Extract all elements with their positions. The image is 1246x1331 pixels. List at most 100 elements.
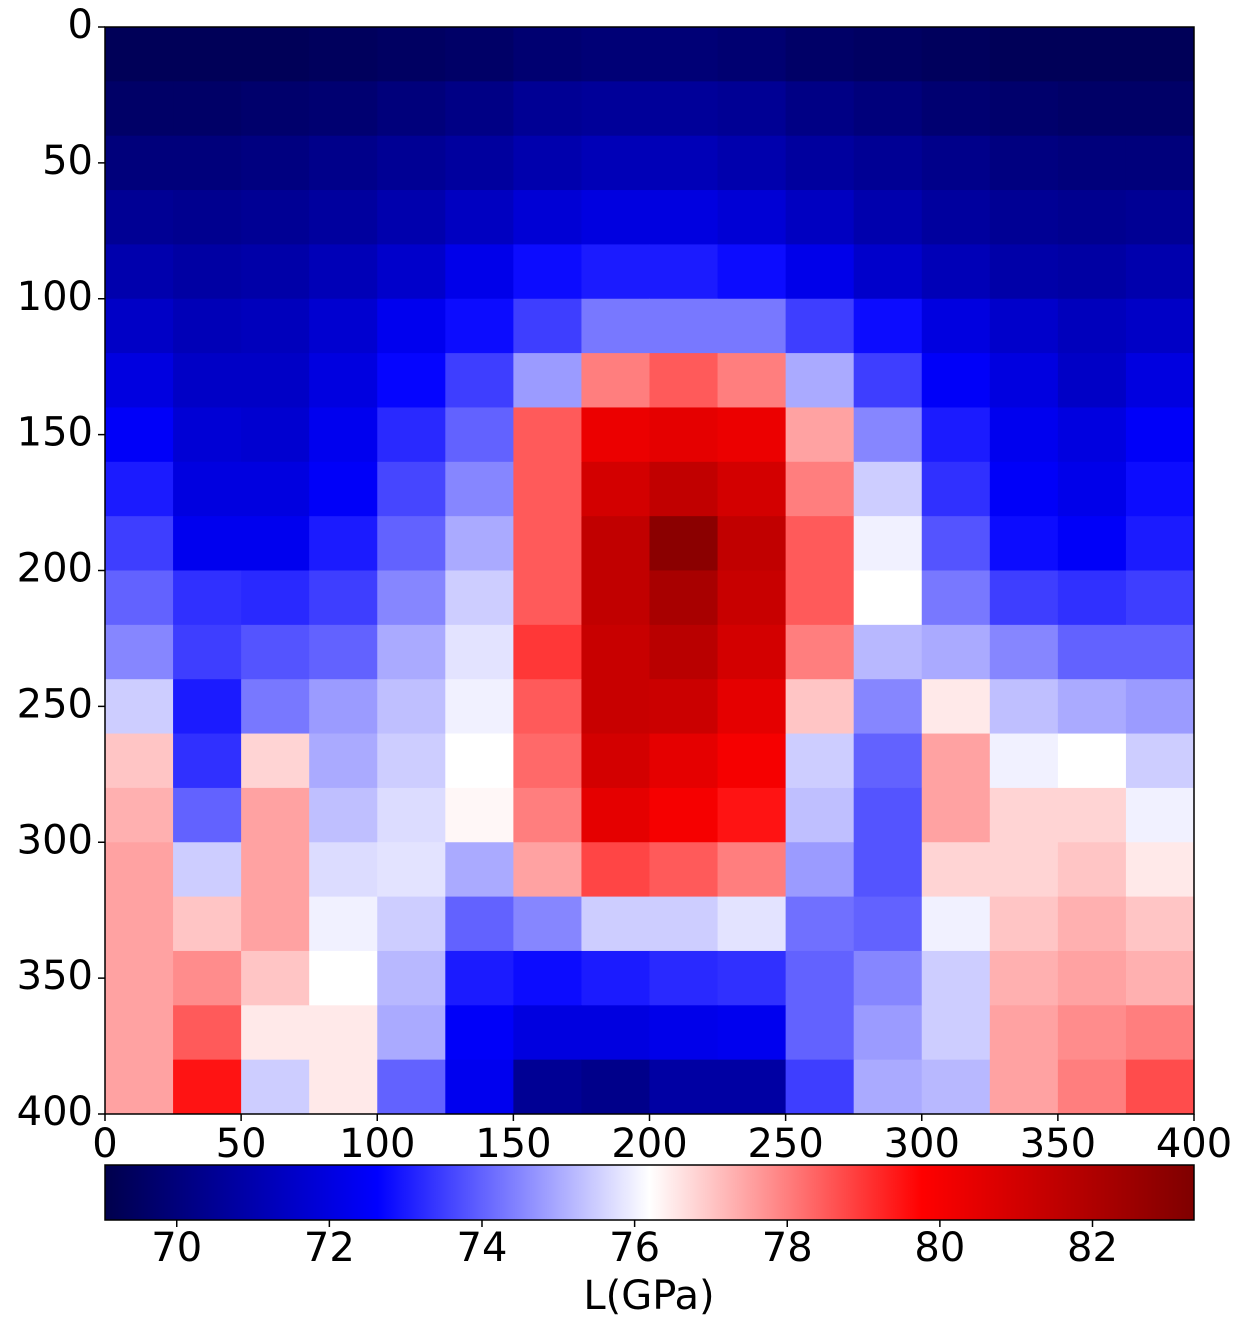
heatmap-cell: [1057, 624, 1127, 680]
heatmap-cell: [1057, 516, 1127, 571]
heatmap-cell: [105, 135, 174, 191]
heatmap-cell: [241, 244, 310, 300]
heatmap-cell: [445, 679, 514, 735]
x-tick-label: 400: [1156, 1121, 1232, 1167]
heatmap-cell: [853, 570, 923, 626]
heatmap-cell: [173, 461, 242, 517]
colorbar-tick-label: 80: [914, 1225, 965, 1271]
heatmap-cell: [649, 787, 719, 843]
heatmap-cell: [921, 407, 991, 463]
heatmap-cell: [581, 27, 650, 82]
heatmap-cell: [309, 407, 378, 463]
heatmap-cell: [989, 298, 1059, 354]
heatmap-cell: [717, 896, 787, 952]
heatmap-cell: [513, 787, 582, 843]
heatmap-cell: [1057, 461, 1127, 517]
heatmap-cell: [989, 1005, 1059, 1061]
heatmap-cell: [717, 298, 787, 354]
heatmap-cell: [989, 733, 1059, 789]
heatmap-cell: [513, 733, 582, 789]
heatmap-cell: [173, 298, 242, 354]
heatmap-cell: [989, 461, 1059, 517]
heatmap-cell: [717, 570, 787, 626]
heatmap: [105, 27, 1195, 1115]
heatmap-cell: [853, 135, 923, 191]
heatmap-cell: [581, 135, 650, 191]
heatmap-cell: [1057, 896, 1127, 952]
heatmap-cell: [377, 298, 446, 354]
heatmap-cell: [853, 1059, 923, 1115]
heatmap-cell: [241, 81, 310, 137]
heatmap-cell: [921, 244, 991, 300]
heatmap-cell: [173, 244, 242, 300]
heatmap-cell: [309, 787, 378, 843]
heatmap-cell: [989, 516, 1059, 571]
heatmap-cell: [241, 407, 310, 463]
heatmap-cell: [377, 787, 446, 843]
heatmap-cell: [377, 407, 446, 463]
heatmap-cell: [853, 842, 923, 898]
heatmap-cell: [445, 516, 514, 571]
heatmap-cell: [513, 679, 582, 735]
heatmap-cell: [649, 679, 719, 735]
heatmap-cell: [853, 787, 923, 843]
heatmap-cell: [173, 27, 242, 82]
heatmap-cell: [377, 733, 446, 789]
y-tick-label: 250: [17, 681, 93, 727]
heatmap-cell: [377, 950, 446, 1006]
heatmap-cell: [1057, 1005, 1127, 1061]
heatmap-cell: [1125, 1005, 1195, 1061]
heatmap-cell: [785, 1005, 855, 1061]
heatmap-cell: [513, 950, 582, 1006]
heatmap-cell: [173, 516, 242, 571]
heatmap-cell: [581, 950, 650, 1006]
heatmap-cell: [513, 1005, 582, 1061]
heatmap-cell: [309, 896, 378, 952]
y-tick-label: 50: [42, 138, 93, 184]
heatmap-cell: [785, 353, 855, 408]
heatmap-cell: [1125, 27, 1195, 82]
heatmap-cell: [581, 407, 650, 463]
heatmap-cell: [377, 353, 446, 408]
heatmap-cell: [445, 298, 514, 354]
heatmap-cell: [1057, 679, 1127, 735]
heatmap-cell: [785, 461, 855, 517]
heatmap-cell: [717, 407, 787, 463]
x-tick-label: 150: [475, 1121, 551, 1167]
heatmap-cell: [377, 135, 446, 191]
heatmap-cell: [309, 298, 378, 354]
heatmap-cell: [717, 27, 787, 82]
heatmap-cell: [513, 407, 582, 463]
heatmap-cell: [989, 27, 1059, 82]
heatmap-cell: [649, 135, 719, 191]
heatmap-cell: [1057, 190, 1127, 245]
heatmap-cell: [513, 244, 582, 300]
heatmap-cell: [853, 407, 923, 463]
heatmap-cell: [309, 679, 378, 735]
heatmap-cell: [989, 624, 1059, 680]
heatmap-cell: [785, 27, 855, 82]
heatmap-cell: [105, 733, 174, 789]
heatmap-cell: [1125, 298, 1195, 354]
heatmap-cell: [513, 842, 582, 898]
heatmap-cell: [173, 1059, 242, 1115]
heatmap-cell: [921, 679, 991, 735]
heatmap-cell: [1125, 570, 1195, 626]
heatmap-cell: [785, 570, 855, 626]
heatmap-cell: [377, 842, 446, 898]
heatmap-cell: [921, 896, 991, 952]
heatmap-cell: [717, 842, 787, 898]
heatmap-cell: [785, 516, 855, 571]
heatmap-cell: [989, 950, 1059, 1006]
heatmap-cell: [921, 842, 991, 898]
heatmap-cell: [649, 842, 719, 898]
heatmap-cell: [581, 298, 650, 354]
heatmap-cell: [1057, 407, 1127, 463]
heatmap-cell: [105, 353, 174, 408]
heatmap-cell: [377, 1005, 446, 1061]
heatmap-cell: [377, 570, 446, 626]
heatmap-cell: [1125, 679, 1195, 735]
heatmap-cell: [1125, 842, 1195, 898]
heatmap-cell: [377, 624, 446, 680]
